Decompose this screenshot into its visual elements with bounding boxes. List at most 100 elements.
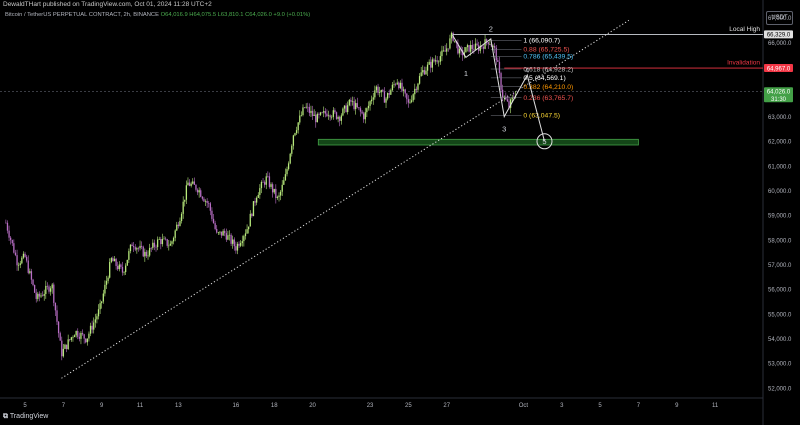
y-tick-label: 63,000.0 bbox=[768, 115, 792, 121]
candle-body bbox=[420, 72, 422, 77]
candle-body bbox=[340, 115, 342, 121]
candle-body bbox=[99, 303, 101, 310]
candle-body bbox=[232, 239, 234, 244]
candle-body bbox=[369, 101, 371, 106]
fib-level-label: 1 (66,090.7) bbox=[523, 38, 560, 45]
candle-body bbox=[343, 105, 346, 109]
candle-body bbox=[396, 82, 398, 85]
candle-body bbox=[61, 340, 63, 357]
candle-body bbox=[166, 239, 168, 246]
candle-body bbox=[184, 199, 186, 202]
candle-body bbox=[265, 176, 267, 185]
candle-body bbox=[454, 40, 456, 42]
fib-level-label: 0.5 (64,569.1) bbox=[523, 75, 565, 82]
candle-body bbox=[270, 184, 272, 187]
candle-body bbox=[295, 130, 298, 134]
candle-body bbox=[11, 240, 13, 244]
candle-body bbox=[8, 230, 10, 238]
x-tick-label: Oct bbox=[519, 403, 529, 409]
candle-body bbox=[334, 110, 336, 113]
candle-body bbox=[27, 260, 29, 273]
candle-body bbox=[503, 96, 505, 98]
x-tick-label: 7 bbox=[62, 403, 66, 409]
candle-body bbox=[303, 107, 306, 109]
candle-body bbox=[271, 184, 274, 193]
candle-body bbox=[386, 93, 389, 99]
candle-body bbox=[470, 44, 472, 52]
fib-level-label: 0 (63,047.5) bbox=[523, 113, 560, 120]
candle-body bbox=[425, 70, 427, 75]
y-tick-label: 57,000.0 bbox=[768, 263, 792, 269]
invalidation-price-tag-bg bbox=[764, 64, 793, 73]
candle-body bbox=[487, 42, 489, 45]
candle-body bbox=[481, 46, 483, 47]
candle-body bbox=[88, 333, 90, 339]
candle-body bbox=[497, 60, 499, 62]
candle-body bbox=[508, 101, 510, 108]
candle-body bbox=[77, 331, 79, 337]
candle-body bbox=[142, 246, 144, 257]
candle-body bbox=[243, 236, 245, 242]
candle-body bbox=[48, 286, 50, 292]
candle-body bbox=[152, 242, 154, 249]
candle-body bbox=[260, 182, 263, 189]
candle-body bbox=[126, 259, 128, 266]
candle-body bbox=[426, 64, 429, 71]
candle-body bbox=[412, 94, 414, 101]
candle-body bbox=[244, 233, 247, 237]
y-tick-label: 55,000.0 bbox=[768, 312, 792, 318]
y-tick-label: 66,000.0 bbox=[768, 41, 792, 47]
candle-body bbox=[219, 231, 221, 233]
candle-body bbox=[268, 176, 271, 187]
candle-body bbox=[22, 253, 25, 258]
tradingview-logo-text: TradingView bbox=[9, 413, 49, 420]
candle-body bbox=[449, 38, 451, 49]
candle-body bbox=[447, 48, 449, 50]
candle-body bbox=[375, 86, 378, 91]
candle-body bbox=[203, 198, 205, 202]
invalidation-label: Invalidation bbox=[727, 60, 760, 67]
candle-body bbox=[385, 98, 387, 103]
candle-body bbox=[332, 110, 334, 117]
candle-body bbox=[347, 105, 349, 113]
candle-body bbox=[91, 325, 93, 330]
candle-body bbox=[326, 113, 328, 117]
candle-body bbox=[163, 238, 165, 240]
candle-body bbox=[248, 226, 250, 230]
candle-body bbox=[388, 93, 390, 95]
x-tick-label: 5 bbox=[598, 403, 602, 409]
candle-body bbox=[423, 70, 426, 75]
candle-body bbox=[307, 106, 309, 108]
candle-body bbox=[377, 86, 379, 93]
candle-body bbox=[93, 322, 95, 330]
candle-body bbox=[287, 163, 290, 170]
candle-body bbox=[484, 39, 486, 49]
candle-body bbox=[120, 264, 122, 267]
candle-body bbox=[208, 202, 210, 204]
candle-body bbox=[275, 188, 277, 198]
candle-body bbox=[479, 46, 481, 51]
candle-body bbox=[224, 230, 226, 234]
candle-body bbox=[442, 50, 445, 52]
x-tick-label: 9 bbox=[675, 403, 679, 409]
candle-body bbox=[364, 112, 366, 120]
y-tick-label: 60,000.0 bbox=[768, 189, 792, 195]
candle-body bbox=[430, 61, 432, 68]
currency-button[interactable]: USDT bbox=[766, 11, 793, 25]
x-tick-label: 7 bbox=[637, 403, 641, 409]
candle-body bbox=[311, 110, 314, 116]
candle-body bbox=[251, 213, 253, 217]
candle-body bbox=[257, 194, 259, 198]
candle-body bbox=[134, 247, 136, 250]
candle-body bbox=[276, 196, 279, 198]
candle-body bbox=[399, 82, 402, 89]
candle-body bbox=[158, 238, 160, 240]
x-tick-label: 25 bbox=[405, 403, 412, 409]
candle-body bbox=[67, 339, 69, 350]
candle-body bbox=[310, 110, 312, 113]
candle-body bbox=[83, 334, 85, 339]
fib-level-label: 0.786 (65,439.5) bbox=[523, 54, 573, 61]
candle-body bbox=[431, 59, 434, 68]
candle-body bbox=[56, 310, 58, 322]
